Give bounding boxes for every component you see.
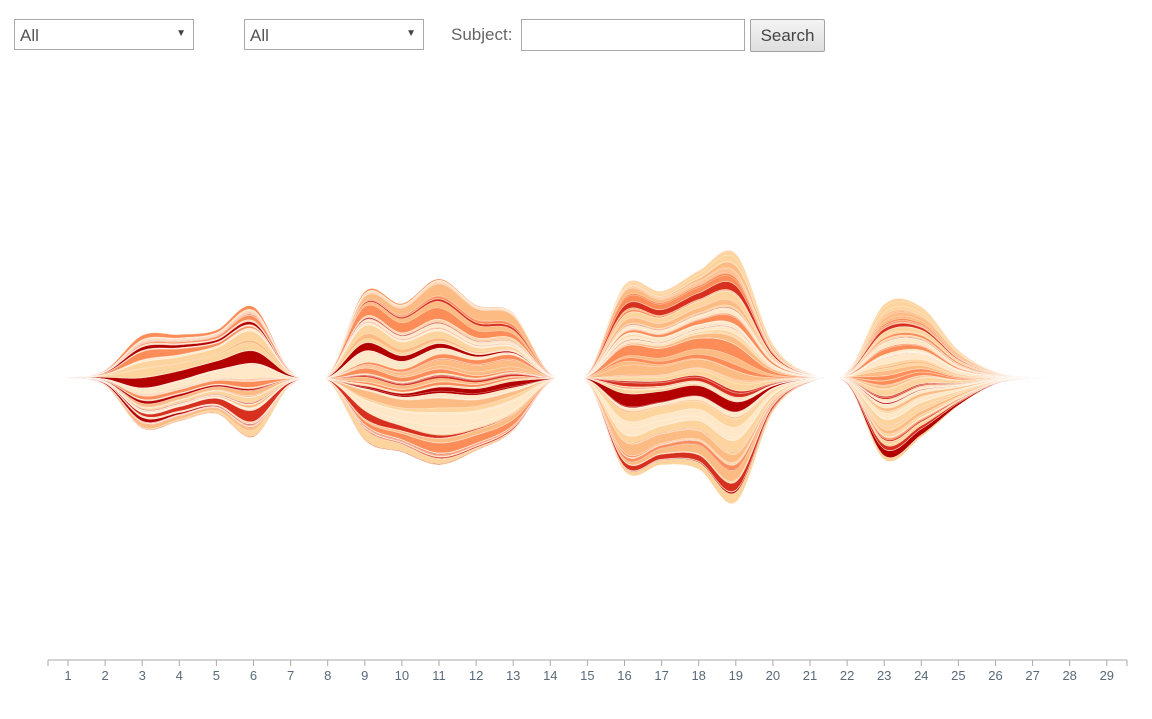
x-tick-label: 27 [1025, 668, 1039, 683]
x-tick-label: 16 [617, 668, 631, 683]
subject-input[interactable] [521, 19, 745, 51]
stream-layers [67, 250, 1107, 504]
search-button[interactable]: Search [750, 19, 825, 52]
x-tick-label: 10 [395, 668, 409, 683]
x-tick-label: 21 [803, 668, 817, 683]
x-tick-label: 22 [840, 668, 854, 683]
x-tick-label: 29 [1100, 668, 1114, 683]
x-tick-label: 8 [324, 668, 331, 683]
x-tick-label: 14 [543, 668, 557, 683]
second-filter-value: All [250, 26, 269, 45]
filter-toolbar: All ▼ All ▼ Subject: Search [14, 19, 844, 52]
x-tick-label: 2 [101, 668, 108, 683]
x-tick-label: 1 [64, 668, 71, 683]
second-filter-select[interactable]: All ▼ [244, 19, 424, 50]
x-tick-label: 6 [250, 668, 257, 683]
x-tick-label: 12 [469, 668, 483, 683]
subject-label: Subject: [451, 25, 513, 44]
x-tick-label: 17 [654, 668, 668, 683]
x-axis: 1 2 3 4 5 6 7 8 9 10 11 12 13 14 15 16 17 18 19 20 21 22 23 24 2… [47, 659, 1128, 683]
stream-layer [67, 377, 1107, 504]
x-tick-label: 26 [988, 668, 1002, 683]
x-tick-label: 19 [729, 668, 743, 683]
x-tick-label: 5 [213, 668, 220, 683]
dropdown-arrow-icon: ▼ [406, 28, 416, 39]
x-tick-label: 20 [766, 668, 780, 683]
x-tick-label: 7 [287, 668, 294, 683]
x-tick-label: 3 [139, 668, 146, 683]
x-tick-label: 23 [877, 668, 891, 683]
x-tick-label: 9 [361, 668, 368, 683]
x-tick-label: 15 [580, 668, 594, 683]
x-tick-label: 18 [691, 668, 705, 683]
first-filter-select[interactable]: All ▼ [14, 19, 194, 50]
x-tick-label: 4 [176, 668, 183, 683]
first-filter-value: All [20, 26, 39, 45]
dropdown-arrow-icon: ▼ [176, 28, 186, 39]
x-tick-label: 11 [432, 668, 446, 683]
x-tick-label: 13 [506, 668, 520, 683]
x-tick-label: 28 [1062, 668, 1076, 683]
x-tick-label: 24 [914, 668, 928, 683]
x-tick-label: 25 [951, 668, 965, 683]
